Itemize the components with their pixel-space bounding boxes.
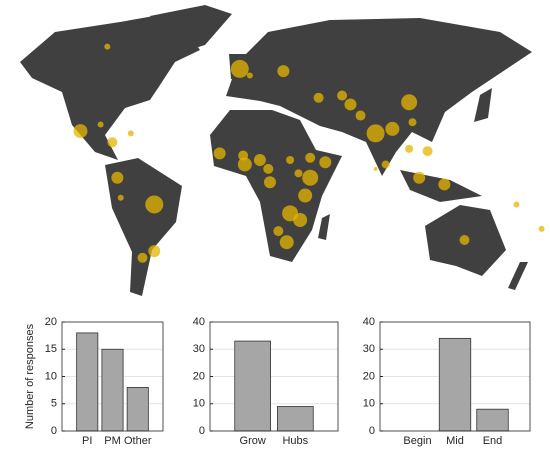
- south-america: [105, 158, 182, 296]
- x-tick-label: End: [483, 435, 503, 447]
- x-tick-label: Mid: [446, 435, 464, 447]
- bubble: [385, 121, 400, 136]
- bubble: [459, 235, 470, 245]
- bubble: [111, 171, 124, 184]
- bubble: [302, 169, 319, 186]
- x-tick-label: Other: [124, 435, 152, 447]
- bubble: [313, 92, 324, 103]
- y-tick-label: 0: [51, 425, 57, 437]
- madagascar: [318, 214, 330, 240]
- axes-frame: [379, 321, 531, 432]
- bubble: [355, 110, 366, 121]
- eurasia: [226, 18, 532, 176]
- x-tick-label: Begin: [403, 435, 431, 447]
- bar: [234, 340, 271, 432]
- new-zealand: [508, 262, 528, 290]
- bar: [277, 406, 314, 432]
- greenland: [150, 5, 232, 52]
- japan: [474, 88, 492, 122]
- world-map: [20, 5, 532, 296]
- y-tick-label: 15: [45, 343, 57, 355]
- bubble: [237, 157, 252, 172]
- bubble: [148, 245, 161, 258]
- y-tick-label: 10: [363, 398, 375, 410]
- bubble: [279, 235, 294, 250]
- bubble: [73, 124, 88, 139]
- bubble: [293, 213, 308, 227]
- y-tick-label: 40: [363, 316, 375, 328]
- bubble: [408, 118, 417, 127]
- bubble: [137, 252, 148, 263]
- bubble: [513, 201, 520, 208]
- bubble: [422, 146, 433, 157]
- bubble: [438, 178, 451, 191]
- bar: [438, 337, 472, 432]
- bubble: [253, 154, 266, 166]
- x-tick-label: Hubs: [282, 435, 308, 447]
- bubble: [298, 188, 313, 203]
- x-tick-label: Grow: [240, 435, 266, 447]
- bar: [101, 348, 124, 432]
- bubble: [117, 194, 124, 201]
- bubble: [319, 156, 332, 169]
- bubble: [373, 166, 378, 171]
- bubble: [305, 152, 316, 163]
- bubble: [263, 163, 274, 174]
- bubble: [286, 156, 295, 164]
- bubble: [127, 130, 134, 137]
- y-tick-label: 10: [193, 398, 205, 410]
- y-tick-label: 40: [193, 316, 205, 328]
- bubble: [246, 72, 253, 79]
- y-tick-label: 30: [193, 343, 205, 355]
- africa: [210, 110, 342, 262]
- bubble: [104, 43, 111, 50]
- y-tick-label: 30: [363, 343, 375, 355]
- bubble: [107, 137, 118, 148]
- bubble: [366, 124, 385, 143]
- y-tick-label: 0: [199, 425, 205, 437]
- bubble: [413, 171, 426, 184]
- bubble: [277, 65, 290, 78]
- y-tick-label: 5: [51, 398, 57, 410]
- bubble: [337, 90, 348, 101]
- bubble: [381, 160, 390, 169]
- y-tick-label: 20: [193, 370, 205, 382]
- bubble: [213, 147, 226, 160]
- bubble: [294, 169, 303, 178]
- y-axis-label: Number of responses: [24, 323, 36, 429]
- axes-frame: [61, 321, 164, 432]
- bubble: [97, 121, 104, 128]
- bubble: [230, 59, 249, 78]
- bubble: [145, 195, 164, 214]
- axes-frame: [209, 321, 339, 432]
- bar: [76, 332, 99, 432]
- bubble: [273, 226, 284, 237]
- y-tick-label: 20: [363, 370, 375, 382]
- bubble: [263, 176, 276, 189]
- y-tick-label: 20: [45, 316, 57, 328]
- bar: [476, 408, 509, 432]
- bubble: [538, 225, 545, 232]
- bubble: [401, 94, 418, 111]
- bar: [126, 386, 149, 432]
- north-america: [20, 14, 200, 160]
- y-tick-label: 0: [369, 425, 375, 437]
- y-tick-label: 10: [45, 370, 57, 382]
- bubble: [344, 98, 357, 111]
- x-tick-label: PM: [104, 435, 121, 447]
- bubble: [405, 144, 414, 153]
- x-tick-label: PI: [82, 435, 92, 447]
